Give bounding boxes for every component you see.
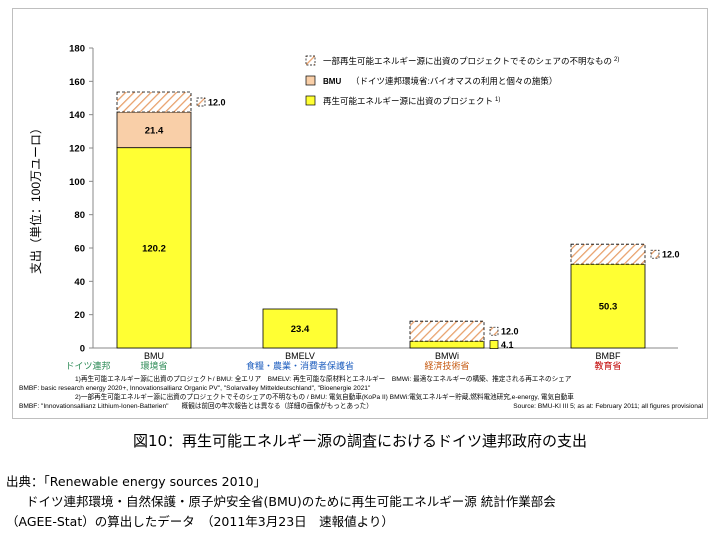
x-tick-label: BMWi (435, 351, 459, 361)
x-tick-sublabel: 経済技術省 (424, 360, 469, 371)
x-tick-sublabel: 環境省 (140, 360, 167, 371)
legend-prefix: BMU (323, 77, 341, 86)
footnote-1: 1)再生可能エネルギー源に出資のプロジェクト/ BMU: 全エリア BMELV:… (75, 374, 572, 383)
legend-label-series-1: （ドイツ連邦環境省:バイオマスの利用と個々の施策） (351, 76, 557, 86)
bar-bmelv-series-0 (262, 308, 338, 349)
data-label: 4.1 (501, 340, 514, 350)
data-label: 21.4 (145, 125, 164, 136)
legend-swatch-series-0 (305, 95, 316, 106)
bar-bmbf-series-2 (570, 243, 646, 265)
y-tick-label: 140 (69, 110, 85, 121)
chart-frame: 0 20 40 60 80 100 120 140 160 180 支出（単位：100万ユーロ） 1… (12, 8, 708, 419)
y-tick-label: 20 (74, 310, 85, 321)
figure-caption: 図10：再生可能エネルギー源の調査におけるドイツ連邦政府の支出 (132, 432, 588, 450)
y-tick-label: 180 (69, 44, 85, 55)
y-tick-label: 160 (69, 77, 85, 88)
x-tick-label: BMU (144, 351, 164, 361)
data-label: 120.2 (142, 243, 166, 254)
bar-bmwi-series-2 (409, 320, 485, 342)
data-label: 12.0 (501, 327, 519, 337)
legend-label-series-0: 再生可能エネルギー源に出資のプロジェクト 1) (323, 96, 500, 106)
data-label-swatch (489, 340, 499, 349)
bar-bmu-series-2 (116, 91, 192, 113)
bar-chart: 0 20 40 60 80 100 120 140 160 180 支出（単位：100万ユーロ） 1… (19, 44, 704, 411)
y-tick-label: 100 (69, 177, 85, 188)
data-label: 12.0 (208, 98, 226, 108)
source-line-2: ドイツ連邦環境・自然保護・原子炉安全省(BMU)のために再生可能エネルギー源 統… (26, 494, 556, 509)
y-tick-label: 40 (74, 277, 85, 288)
data-label: 50.3 (599, 302, 618, 313)
footnote-3: 2)一部再生可能エネルギー源に出資のプロジェクトでそのシェアの不明なもの / B… (75, 392, 574, 401)
x-tick-sublabel: 教育省 (594, 360, 621, 371)
data-label-swatch (650, 249, 660, 259)
bar-bmwi-series-0 (409, 340, 485, 349)
source-line-1: 出典：「Renewable energy sources 2010」 (6, 474, 266, 489)
data-label-swatch (196, 97, 206, 107)
x-tick-label: BMELV (285, 351, 315, 361)
y-tick-label: 80 (74, 210, 85, 221)
legend-swatch-series-1 (305, 75, 316, 86)
data-label: 12.0 (662, 250, 680, 260)
footnote-source: Source: BMU-KI III 5; as at: February 20… (513, 403, 703, 410)
footnote-2: BMBF: basic research energy 2020+, Innov… (19, 385, 371, 392)
x-tick-sublabel: 食糧・農業・消費者保護省 (246, 360, 354, 371)
y-tick-label: 120 (69, 144, 85, 155)
x-extra-label: ドイツ連邦 (65, 360, 110, 371)
footnote-4: BMBF: "Innovationsallianz Lithium-Ionen-… (19, 401, 373, 410)
y-tick-label: 0 (80, 344, 85, 355)
bar-bmu-series-0 (116, 147, 192, 349)
source-line-3: （AGEE-Stat）の算出したデータ （2011年3月23日 速報値より） (6, 514, 394, 529)
data-label: 23.4 (291, 324, 310, 335)
legend-label-series-2: 一部再生可能エネルギー源に出資のプロジェクトでそのシェアの不明なもの 2) (323, 56, 619, 66)
legend-swatch-series-2 (305, 55, 316, 66)
data-label-swatch (489, 326, 499, 336)
y-axis-title: 支出（単位：100万ユーロ） (28, 122, 43, 274)
x-tick-label: BMBF (595, 351, 621, 361)
y-tick-label: 60 (74, 244, 85, 255)
